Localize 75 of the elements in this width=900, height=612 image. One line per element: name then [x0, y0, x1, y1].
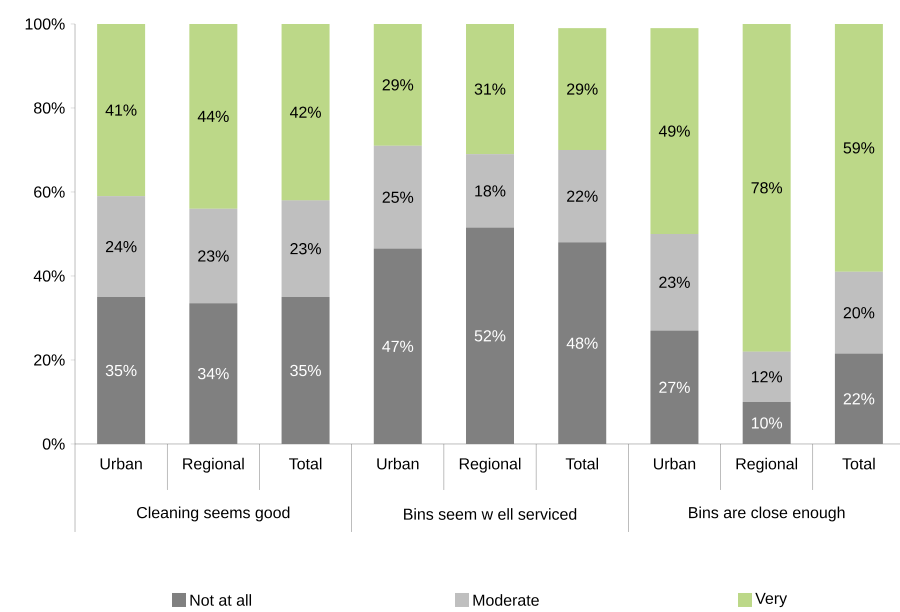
bar: [189, 24, 238, 209]
data-label: 22%: [567, 190, 598, 202]
x-tick-label: Urban: [654, 458, 696, 470]
bar: [374, 248, 422, 444]
data-label: 22%: [844, 393, 874, 404]
text: Bins seem w ell serviced: [404, 508, 576, 520]
data-label: 41%: [106, 104, 137, 116]
data-label: 18%: [475, 185, 506, 197]
data-label: 35%: [106, 364, 137, 376]
data-label: 12%: [752, 371, 782, 382]
data-label: 29%: [382, 79, 414, 91]
bar: [742, 352, 791, 402]
bar: [97, 24, 146, 196]
data-label: 10%: [752, 417, 782, 429]
bar: [650, 234, 698, 331]
bar: [466, 24, 514, 154]
bar: [650, 28, 698, 234]
bar: [97, 196, 146, 297]
data-label: 42%: [290, 106, 321, 118]
x-tick-label: Regional: [736, 458, 798, 473]
y-tick-label: 40%: [34, 270, 65, 282]
data-label: 52%: [474, 330, 506, 342]
bar: [558, 28, 606, 150]
data-label: 47%: [382, 340, 414, 352]
bar: [466, 228, 514, 444]
bar: [97, 296, 146, 444]
bar: [558, 150, 606, 242]
x-tick-label: Urban: [100, 458, 142, 470]
bar: [650, 330, 698, 444]
bar: [834, 24, 883, 272]
bar: [834, 272, 883, 354]
y-tick-label: 80%: [34, 102, 65, 114]
legend-label: Very: [755, 592, 788, 608]
bar: [189, 208, 238, 304]
bar: [466, 154, 514, 228]
bar: [374, 24, 422, 146]
bar: [374, 146, 422, 249]
data-label: 34%: [198, 368, 229, 380]
y-tick-label: 100%: [26, 18, 65, 30]
data-label: 24%: [106, 240, 137, 252]
data-label: 23%: [659, 276, 690, 288]
text: Bins are close enough: [689, 506, 844, 522]
data-label: 23%: [290, 243, 321, 254]
x-tick-label: Total: [566, 458, 598, 470]
data-label: 23%: [198, 250, 229, 262]
text: Cleaning seems good: [137, 506, 290, 522]
bar: [558, 242, 606, 444]
bar: [282, 200, 330, 297]
data-label: 20%: [844, 307, 874, 318]
y-tick-label: 20%: [34, 354, 65, 366]
bar: [189, 303, 238, 444]
data-label: 25%: [382, 192, 414, 203]
data-label: 49%: [658, 125, 690, 137]
bar: [282, 24, 330, 200]
data-label: 48%: [566, 338, 598, 349]
data-label: 35%: [290, 364, 321, 376]
y-tick-label: 0%: [42, 438, 65, 450]
bar: [834, 354, 883, 444]
data-label: 59%: [844, 142, 874, 154]
x-tick-label: Urban: [377, 458, 418, 470]
data-label: 27%: [659, 382, 690, 393]
bar: [742, 402, 791, 444]
x-tick-label: Regional: [183, 458, 244, 473]
x-tick-label: Total: [289, 458, 322, 470]
data-label: 44%: [198, 110, 229, 122]
data-label: 29%: [567, 83, 598, 95]
data-label: 78%: [752, 182, 782, 194]
bar: [742, 24, 791, 352]
x-tick-label: Regional: [460, 458, 520, 473]
y-tick-label: 60%: [34, 186, 65, 198]
bar: [282, 296, 330, 444]
data-label: 31%: [474, 83, 506, 95]
x-tick-label: Total: [842, 458, 875, 470]
legend-label: Not at all: [190, 594, 252, 606]
legend-label: Moderate: [474, 594, 539, 606]
